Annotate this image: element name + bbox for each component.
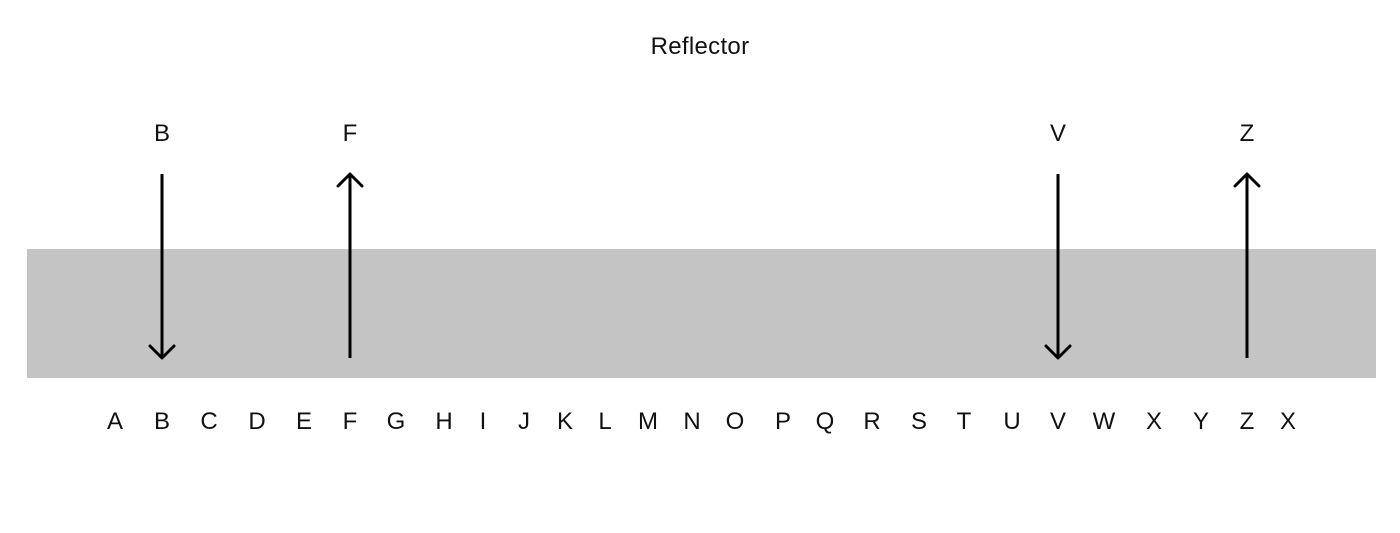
alphabet-letter: N	[683, 408, 701, 435]
alphabet-letter: O	[725, 408, 745, 435]
alphabet-letter: V	[1049, 408, 1066, 435]
alphabet-letter: M	[638, 408, 658, 435]
alphabet-letter: T	[956, 408, 972, 435]
diagram-title: Reflector	[650, 33, 750, 60]
alphabet-letter: P	[774, 408, 791, 435]
alphabet-letter: W	[1092, 408, 1116, 435]
arrow-layer	[148, 172, 1261, 360]
alphabet-letter: B	[153, 408, 170, 435]
alphabet-letter: G	[386, 408, 406, 435]
alphabet-letter: Q	[815, 408, 835, 435]
alphabet-letter: S	[910, 408, 927, 435]
arrow-up-icon	[1233, 172, 1261, 358]
alphabet-letter: F	[342, 408, 358, 435]
alphabet-letter: D	[248, 408, 266, 435]
alphabet-letter: Y	[1192, 408, 1209, 435]
alphabet-letter: R	[863, 408, 881, 435]
alphabet-letter: U	[1003, 408, 1021, 435]
alphabet-letter: Z	[1239, 408, 1255, 435]
alphabet-letter: L	[598, 408, 612, 435]
top-label: F	[342, 120, 358, 147]
arrow-head	[1044, 344, 1072, 360]
alphabet-letter: C	[200, 408, 218, 435]
arrow-head	[1233, 172, 1261, 188]
alphabet-letter: I	[479, 408, 487, 435]
alphabet-letter: K	[556, 408, 573, 435]
alphabet-letter: X	[1145, 408, 1162, 435]
alphabet-letter: J	[518, 408, 530, 435]
arrow-down-icon	[148, 174, 176, 360]
top-label: Z	[1239, 120, 1255, 147]
arrow-head	[336, 172, 364, 188]
alphabet-letter: A	[106, 408, 123, 435]
top-label: V	[1049, 120, 1066, 147]
alphabet-letter: E	[295, 408, 312, 435]
top-label: B	[153, 120, 170, 147]
arrow-up-icon	[336, 172, 364, 358]
alphabet-letter: X	[1279, 408, 1296, 435]
alphabet-letter: H	[435, 408, 453, 435]
reflector-band	[27, 249, 1376, 378]
arrow-head	[148, 344, 176, 360]
arrow-down-icon	[1044, 174, 1072, 360]
